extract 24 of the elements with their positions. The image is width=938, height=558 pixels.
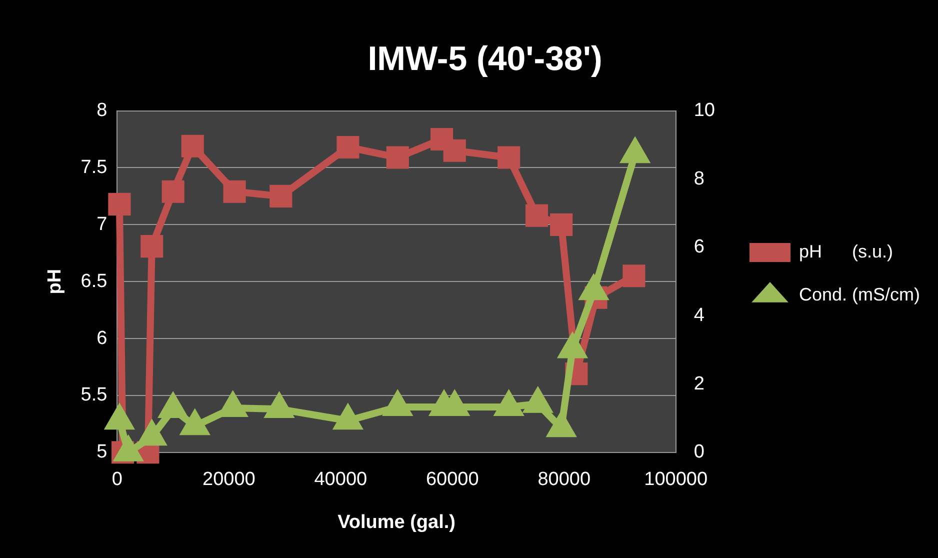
legend-label: Cond. (mS/cm)	[798, 284, 920, 304]
x-tick-label: 40000	[314, 469, 368, 490]
y-tick-label: 8	[96, 100, 108, 122]
x-tick-label: 80000	[538, 469, 591, 490]
y2-tick-label: 2	[694, 373, 704, 394]
y-tick-label: 5	[96, 442, 108, 463]
x-tick-label: 100000	[644, 469, 708, 490]
y-axis-title: pH	[44, 268, 66, 294]
x-tick-label: 0	[112, 469, 122, 490]
y-tick-label: 7.5	[80, 156, 108, 178]
legend-label: pH (s.u.)	[798, 241, 894, 262]
y2-tick-label: 8	[694, 168, 704, 190]
y-tick-label: 7	[96, 214, 108, 235]
y2-tick-label: 4	[694, 304, 705, 326]
y-tick-label: 5.5	[80, 384, 108, 406]
y-tick-label: 6	[96, 328, 108, 349]
x-axis-title: Volume (gal.)	[338, 512, 456, 533]
y2-tick-label: 10	[694, 100, 715, 122]
y-tick-label: 6.5	[80, 270, 108, 292]
x-tick-label: 20000	[202, 469, 256, 490]
x-tick-label: 60000	[426, 469, 479, 490]
y2-tick-label: 6	[694, 236, 704, 258]
chart-title: IMW-5 (40'-38')	[368, 40, 602, 78]
y2-tick-label: 0	[694, 442, 704, 463]
